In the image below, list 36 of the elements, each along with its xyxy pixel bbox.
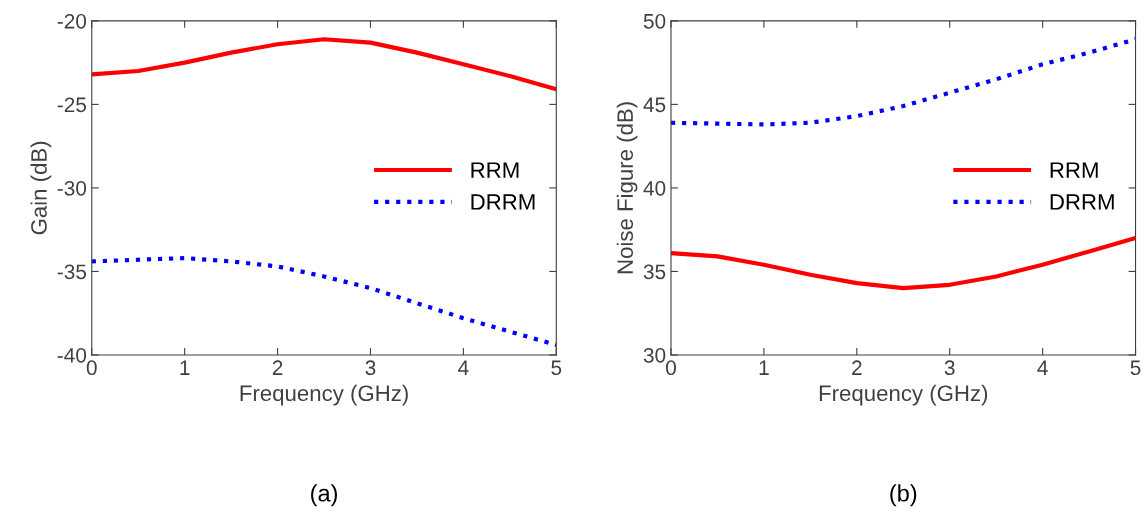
- x-tick-label: 3: [944, 360, 955, 376]
- text: (a): [311, 484, 337, 507]
- line-series: [670, 37, 1136, 127]
- x-tick-label: 3: [365, 360, 376, 376]
- x-tick-label: 0: [86, 360, 97, 376]
- x-tick-label: 2: [852, 360, 862, 375]
- x-tick-label: 1: [759, 360, 769, 375]
- text: (b): [890, 484, 917, 507]
- line-series: [91, 255, 557, 348]
- x-axis-title: Frequency (GHz): [819, 384, 988, 406]
- y-tick-label: -30: [57, 180, 87, 196]
- y-tick-label: -20: [57, 13, 87, 29]
- y-tick-label: 45: [643, 97, 666, 113]
- x-tick-label: 5: [551, 360, 562, 376]
- y-tick-label: 30: [643, 347, 666, 363]
- y-axis-title: Noise Figure (dB): [616, 102, 638, 274]
- x-tick-label: 2: [272, 360, 283, 375]
- legend-label: RRM: [1050, 162, 1098, 178]
- legend-label: DRRM: [1050, 194, 1114, 210]
- y-tick-label: -25: [57, 97, 87, 113]
- legend-label: RRM: [471, 162, 519, 178]
- y-tick-label: 35: [643, 264, 666, 280]
- line-series: [91, 37, 557, 92]
- legend-label: DRRM: [471, 194, 535, 210]
- y-tick-label: -40: [57, 347, 87, 363]
- line-series: [670, 235, 1136, 291]
- x-tick-label: 4: [458, 360, 469, 375]
- y-axis-title: Gain (dB): [30, 141, 52, 235]
- x-tick-label: 0: [666, 360, 676, 376]
- y-tick-label: 40: [643, 180, 666, 196]
- y-tick-label: -35: [57, 264, 87, 280]
- x-tick-label: 5: [1130, 360, 1141, 376]
- x-axis-title: Frequency (GHz): [240, 384, 408, 406]
- x-tick-label: 1: [180, 360, 190, 375]
- x-tick-label: 4: [1037, 360, 1048, 375]
- y-tick-label: 50: [643, 13, 666, 29]
